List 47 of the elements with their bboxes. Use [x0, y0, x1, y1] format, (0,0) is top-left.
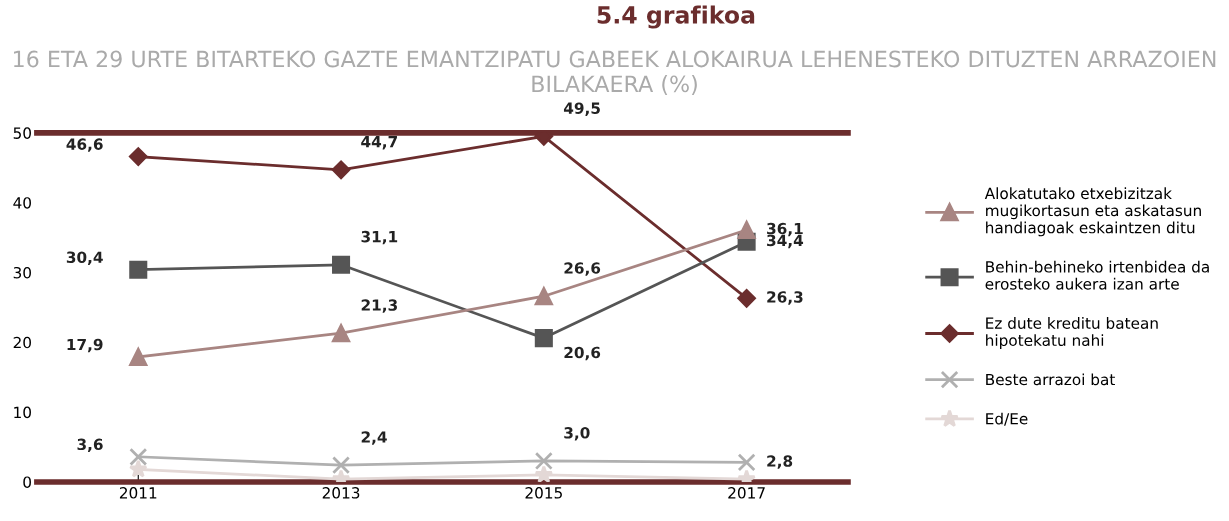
- legend-label: Ez dute kreditu batean hipotekatu nahi: [986, 317, 1158, 349]
- legend-label: Ed/Ee: [986, 412, 1028, 426]
- point: [737, 220, 756, 239]
- x-tick-label: 2017: [728, 487, 765, 499]
- data-label: 17,9: [67, 338, 103, 353]
- x-tick-label: 2013: [322, 487, 360, 499]
- point: [128, 459, 148, 478]
- data-label: 2,4: [361, 431, 387, 445]
- y-tick-label: 10: [14, 406, 31, 419]
- point: [129, 260, 148, 279]
- legend-label: Beste arrazoi bat: [986, 373, 1115, 386]
- point: [332, 456, 351, 475]
- data-label: 30,4: [66, 251, 103, 265]
- data-label: 3,6: [77, 438, 103, 453]
- legend-label: Alokatutako etxebizitzak mugikortasun eta askatasun handiagoak eskaintzen ditu: [984, 187, 1201, 237]
- data-label: 46,6: [66, 138, 103, 152]
- x-tick-label: 2015: [525, 487, 562, 499]
- data-label: 3,0: [564, 427, 590, 441]
- y-tick-label: 0: [23, 476, 31, 488]
- point: [332, 324, 351, 343]
- point: [129, 147, 148, 166]
- y-tick-label: 30: [13, 266, 31, 279]
- point: [534, 465, 554, 482]
- legend-label: Behin-behineko irtenbidea da erosteko aukera izan arte: [985, 260, 1209, 290]
- point: [332, 255, 351, 274]
- data-label: 21,3: [361, 299, 397, 313]
- chart-title: 5.4 grafikoa: [597, 5, 755, 29]
- x-tick-label: 2011: [119, 487, 157, 499]
- data-label: 49,5: [563, 102, 600, 116]
- y-tick-label: 50: [13, 127, 31, 139]
- chart-subtitle: 16 ETA 29 URTE BITARTEKO GAZTE EMANTZIPATU GABEEK ALOKAIRUA LEHENESTEKO DITUZTEN ARRAZOIEN BILAKAERA (%): [13, 50, 1216, 95]
- y-tick-label: 20: [13, 336, 31, 349]
- y-tick-label: 40: [13, 197, 31, 209]
- data-label: 2,8: [767, 455, 793, 469]
- data-label: 31,1: [361, 230, 398, 245]
- point: [534, 287, 553, 306]
- point: [129, 447, 148, 466]
- data-label: 26,6: [564, 262, 601, 276]
- data-label: 26,3: [767, 291, 803, 305]
- point: [331, 160, 351, 180]
- point: [737, 289, 756, 308]
- data-label: 44,7: [361, 136, 397, 150]
- point: [129, 347, 148, 366]
- point: [737, 453, 756, 472]
- point: [534, 451, 553, 471]
- data-label: 20,6: [564, 346, 601, 361]
- point: [534, 329, 553, 348]
